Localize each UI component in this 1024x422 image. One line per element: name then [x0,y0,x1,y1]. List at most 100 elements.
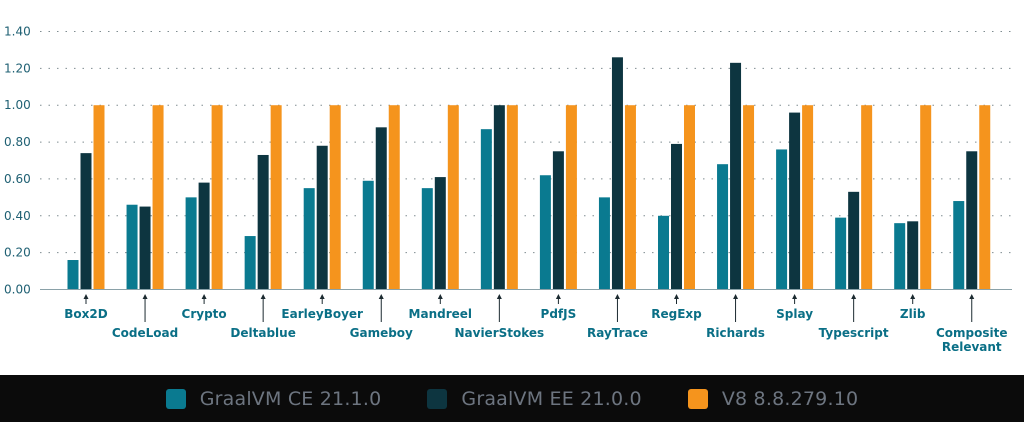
bar [658,215,669,290]
bar [506,105,518,290]
bar [907,221,919,290]
x-category-label: Richards [706,326,765,340]
bar [257,154,269,290]
bar [80,153,92,290]
bar [434,177,446,290]
y-tick-label: 0.80 [4,135,31,149]
bar [329,105,341,290]
bar [966,151,978,290]
x-category-label: EarleyBoyer [281,307,363,321]
bar [598,197,610,290]
bar [552,151,564,290]
bar [894,223,906,290]
bar [375,127,387,290]
x-category-label: CodeLoad [112,326,178,340]
x-tick-arrow [792,294,798,299]
x-category-label: Zlib [900,307,926,321]
x-tick-arrow [910,294,916,299]
bar [684,105,695,290]
x-tick-arrow [969,294,975,299]
x-tick-arrow [496,294,502,299]
bar [362,180,374,290]
x-category-label: Gameboy [350,326,413,340]
bar [421,188,433,290]
legend-swatch [687,388,708,409]
bar [861,105,873,290]
legend-item: V8 8.8.279.10 [687,387,859,410]
legend: GraalVM CE 21.1.0 GraalVM EE 21.0.0 V8 8.8… [0,375,1024,422]
bar [493,105,505,290]
bar [185,197,197,290]
x-category-label: Deltablue [230,326,295,340]
bar [953,201,965,290]
x-category-label: Box2D [64,307,107,321]
x-category-label: RayTrace [587,326,648,340]
bar [126,204,138,290]
bar [211,105,223,290]
x-tick-arrow [83,294,89,299]
bar [93,105,105,290]
x-tick-arrow [142,294,148,299]
bar [152,105,164,290]
bar [624,105,636,290]
bar [480,129,492,290]
x-tick-arrow [614,294,620,299]
y-tick-label: 1.40 [4,25,31,39]
x-tick-arrow [733,294,739,299]
x-category-label: Relevant [942,340,1002,354]
legend-swatch [165,388,186,409]
legend-label: V8 8.8.279.10 [721,387,859,410]
bar [848,191,860,290]
x-category-label: Composite [936,326,1008,340]
x-category-label: Typescript [819,326,889,340]
x-tick-arrow [260,294,266,299]
bar [611,57,623,290]
bar [835,217,847,290]
legend-label: GraalVM CE 21.1.0 [199,387,382,410]
bar [303,188,315,290]
bar [270,105,282,290]
y-tick-label: 0.60 [4,172,31,186]
x-tick-arrow [555,294,561,299]
bar [388,105,400,290]
legend-swatch [427,388,448,409]
legend-label: GraalVM EE 21.0.0 [461,387,642,410]
y-tick-label: 0.20 [4,246,31,260]
bar [802,105,814,290]
legend-item: GraalVM CE 21.1.0 [165,387,382,410]
bar [789,112,801,290]
x-tick-arrow [437,294,443,299]
y-tick-label: 0.40 [4,209,31,223]
x-tick-arrow [201,294,207,299]
x-category-label: Crypto [182,307,227,321]
bar [198,182,210,290]
bar [979,105,991,290]
y-tick-label: 0.00 [4,283,31,297]
x-tick-arrow [319,294,325,299]
y-tick-label: 1.20 [4,61,31,75]
bar [67,260,79,290]
y-tick-label: 1.00 [4,98,31,112]
bar [565,105,577,290]
bar [730,62,742,290]
bar [316,145,328,290]
x-tick-arrow [378,294,384,299]
bar [717,164,729,290]
legend-item: GraalVM EE 21.0.0 [427,387,642,410]
bar [447,105,459,290]
bars [67,57,991,290]
bar [539,175,551,290]
x-category-label: Mandreel [409,307,472,321]
bar [671,143,682,290]
x-category-label: RegExp [651,307,702,321]
bar [776,149,788,290]
x-category-label: NavierStokes [454,326,544,340]
x-tick-arrow [674,294,679,299]
bar [920,105,932,290]
x-tick-arrow [851,294,857,299]
x-category-label: PdfJS [541,307,577,321]
bar [743,105,755,290]
y-axis-ticks: 0.00 0.20 0.40 0.60 0.80 1.00 1.20 1.40 [4,25,31,297]
bar [139,206,151,290]
